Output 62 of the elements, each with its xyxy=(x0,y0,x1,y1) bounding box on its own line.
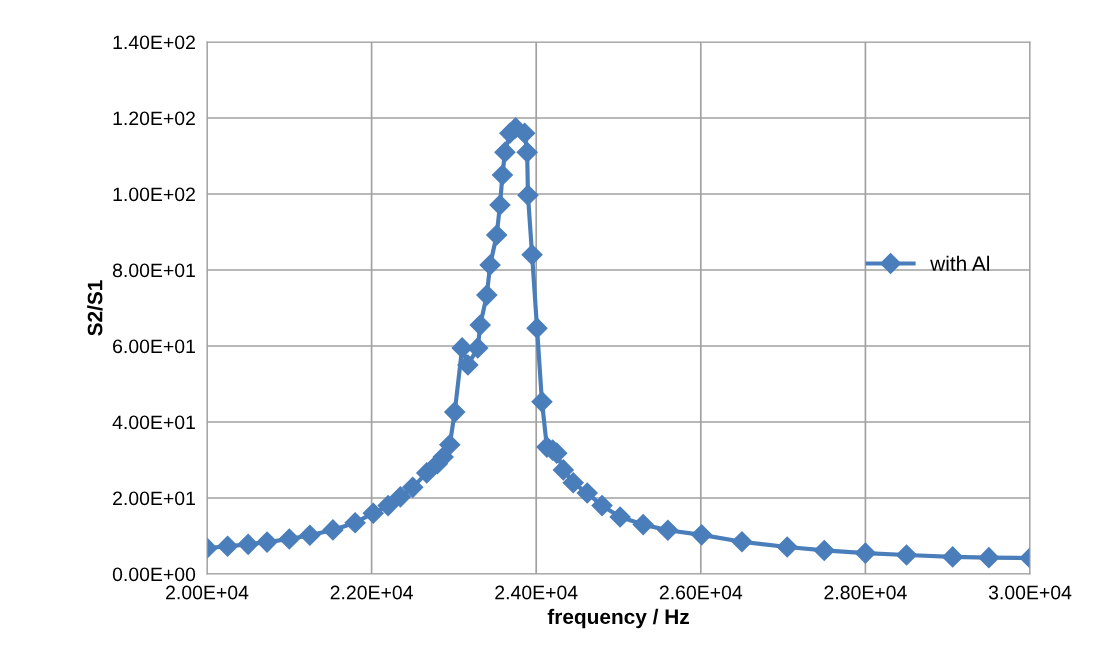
point xyxy=(439,434,461,456)
point xyxy=(526,317,548,339)
point xyxy=(813,539,835,561)
point xyxy=(217,535,239,557)
point xyxy=(978,547,1000,569)
x-axis-title: frequency / Hz xyxy=(547,608,689,629)
point xyxy=(516,141,538,163)
point xyxy=(494,141,516,163)
y-tick-label: 1.20E+02 xyxy=(113,111,195,126)
point xyxy=(609,506,631,528)
point xyxy=(657,519,679,541)
point xyxy=(486,224,508,246)
point xyxy=(389,486,411,508)
point xyxy=(517,184,539,206)
point xyxy=(362,502,384,524)
x-tick-label: 2.40E+04 xyxy=(495,585,578,600)
point xyxy=(562,472,584,494)
point xyxy=(552,459,574,481)
point xyxy=(854,542,876,564)
x-tick-label: 2.60E+04 xyxy=(659,585,743,600)
legend-label: with Al xyxy=(930,255,990,271)
point xyxy=(416,462,438,484)
point xyxy=(451,337,473,359)
point xyxy=(377,495,399,517)
x-tick-label: 2.00E+04 xyxy=(166,585,249,600)
point xyxy=(467,337,489,359)
point xyxy=(469,314,491,336)
point xyxy=(278,528,300,550)
y-tick-label: 1.00E+02 xyxy=(113,187,195,202)
y-tick-label: 8.00E+01 xyxy=(112,263,195,278)
point xyxy=(256,531,278,553)
point xyxy=(576,482,598,504)
point xyxy=(457,354,479,376)
point xyxy=(444,401,466,423)
x-tick-label: 2.20E+04 xyxy=(330,585,413,600)
point xyxy=(299,524,321,546)
y-tick-label: 1.40E+02 xyxy=(113,35,195,50)
point xyxy=(521,244,543,266)
x-tick-label: 3.00E+04 xyxy=(988,585,1072,600)
point xyxy=(344,512,366,534)
point xyxy=(402,476,424,498)
y-tick-label: 0.00E+00 xyxy=(112,567,196,582)
point xyxy=(942,546,964,568)
point xyxy=(514,122,536,144)
point xyxy=(776,536,798,558)
y-tick-label: 4.00E+01 xyxy=(112,415,195,430)
point xyxy=(691,524,713,546)
point xyxy=(896,544,918,566)
point xyxy=(476,284,498,306)
point xyxy=(479,254,501,276)
point xyxy=(531,391,553,413)
y-tick-label: 2.00E+01 xyxy=(113,491,195,506)
y-axis-title: S2/S1 xyxy=(87,280,103,336)
point xyxy=(731,531,753,553)
point xyxy=(491,164,513,186)
point xyxy=(237,533,259,555)
point xyxy=(632,514,654,536)
point xyxy=(591,495,613,517)
y-tick-label: 6.00E+01 xyxy=(113,339,195,354)
x-tick-label: 2.80E+04 xyxy=(824,585,907,600)
point xyxy=(489,194,511,216)
point xyxy=(322,519,344,541)
